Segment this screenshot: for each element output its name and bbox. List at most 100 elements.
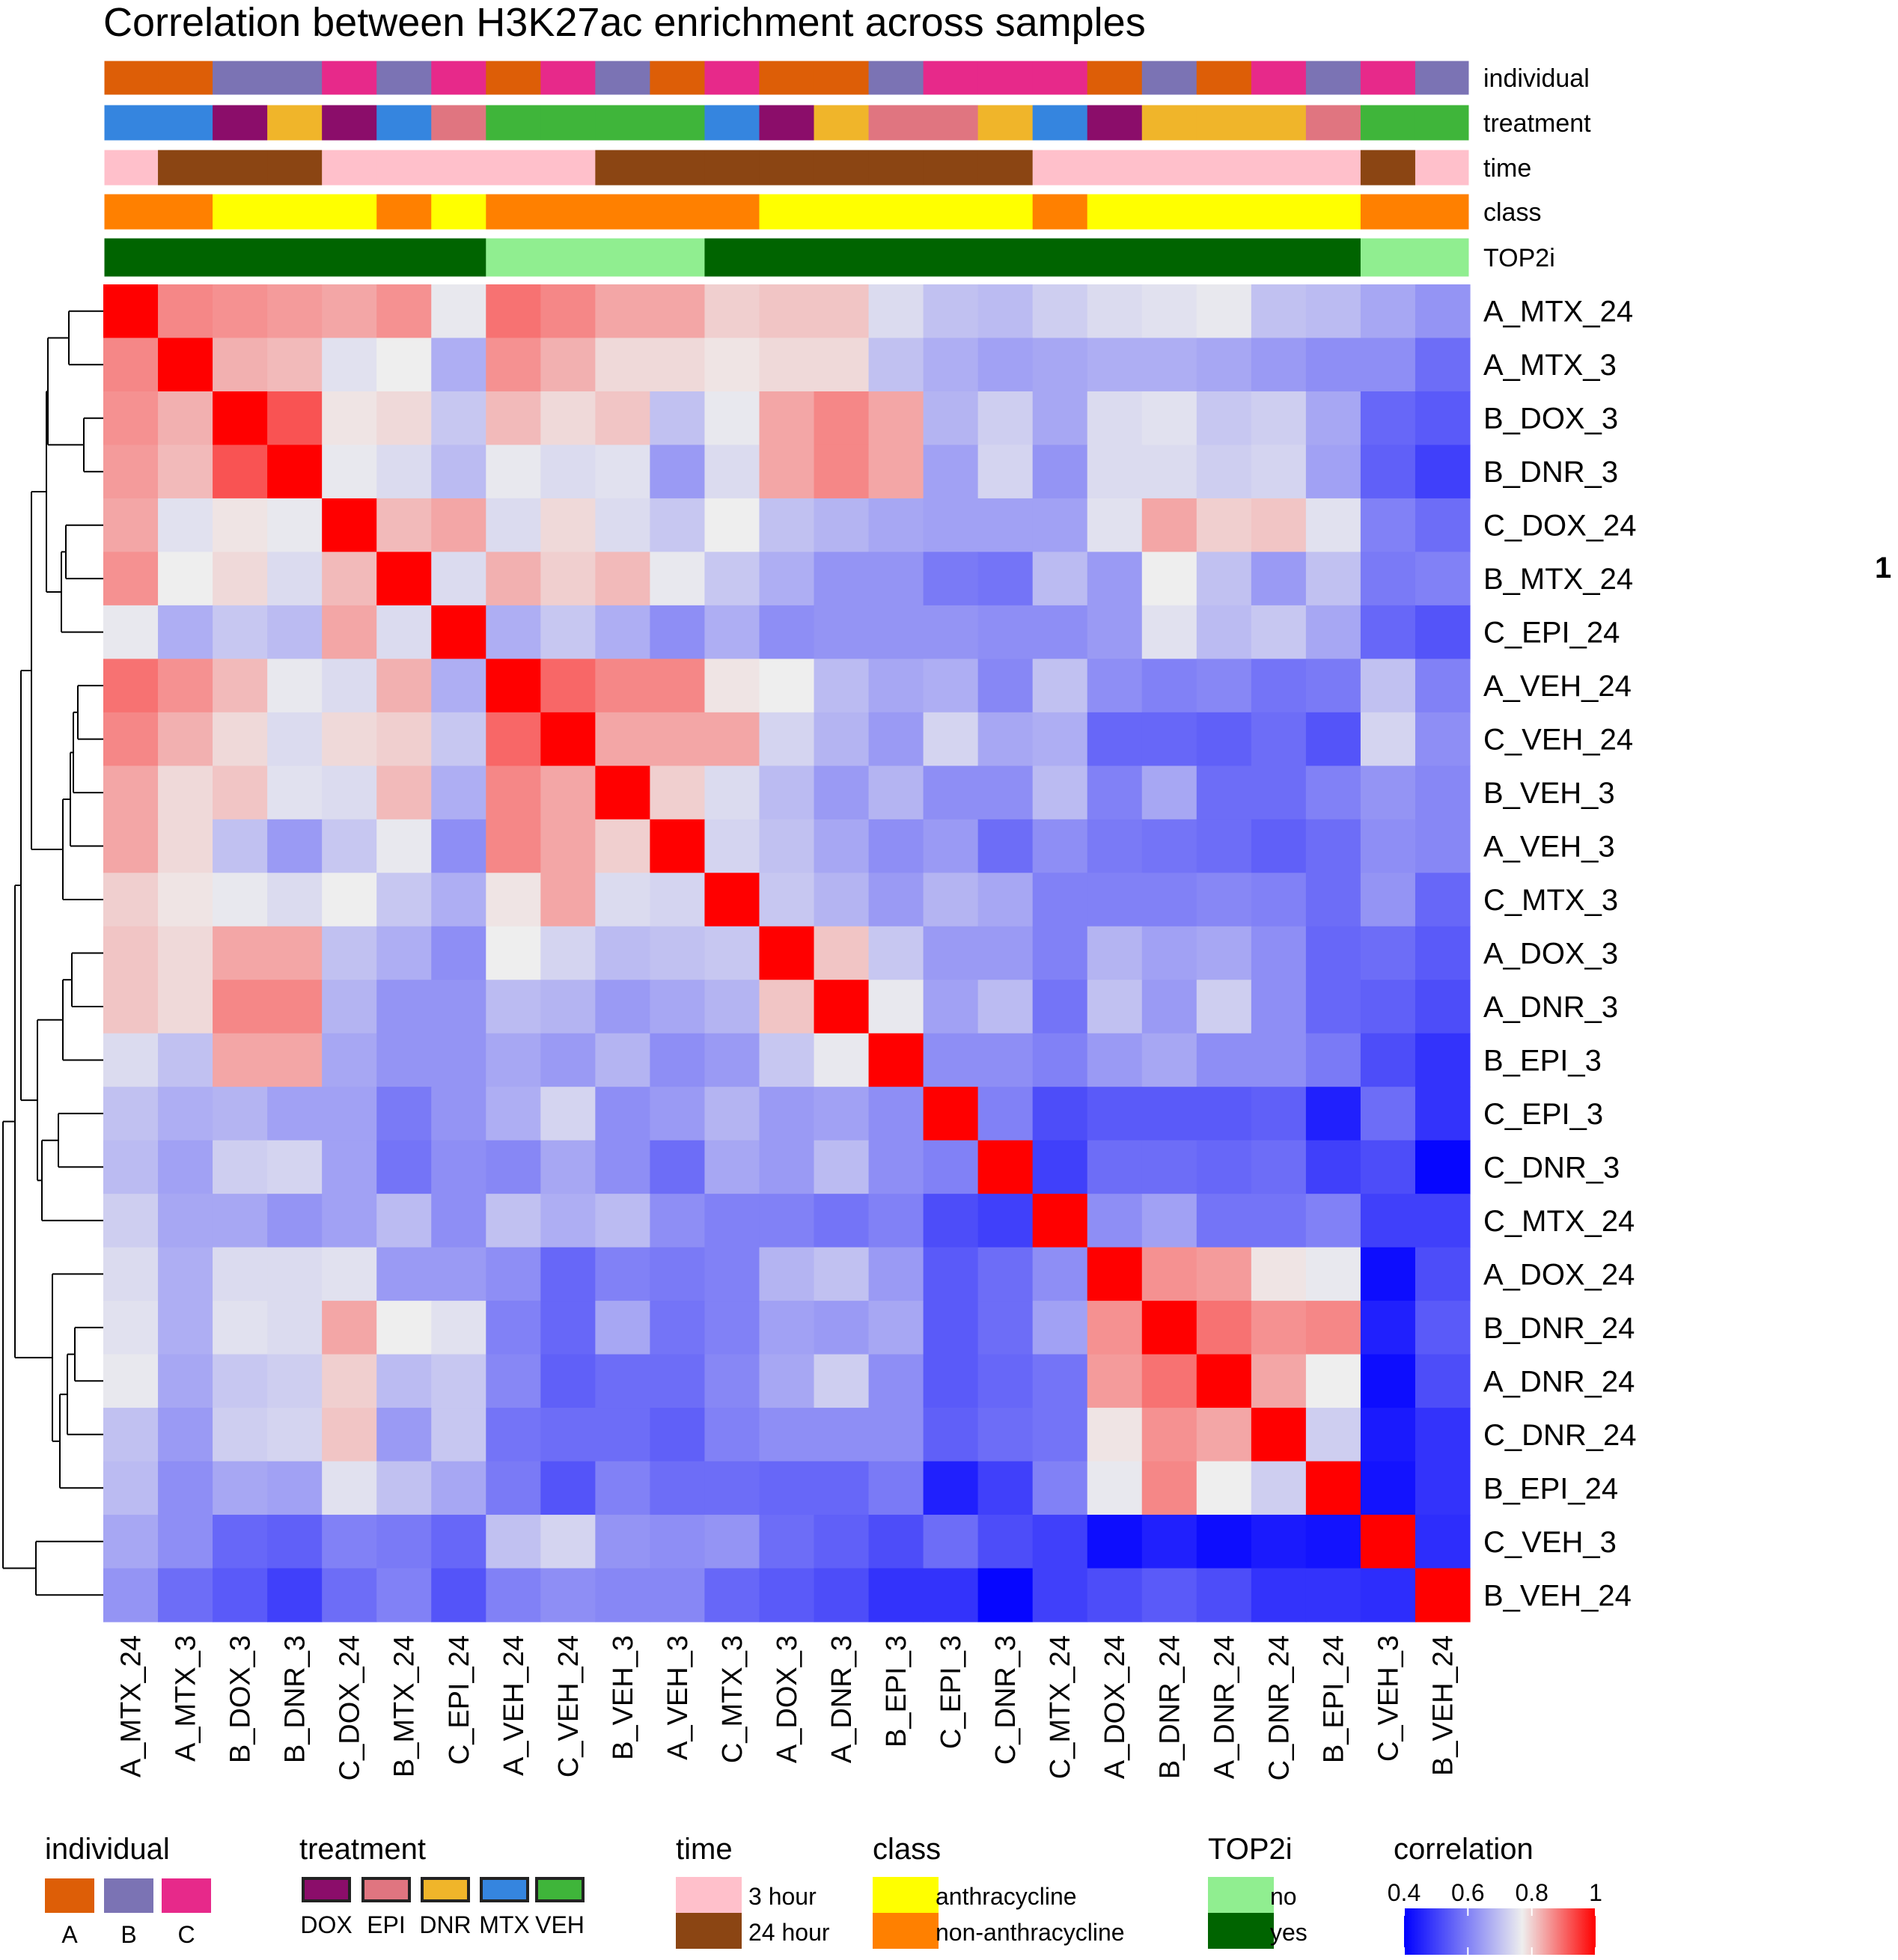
annotation-cell <box>759 60 815 96</box>
heatmap-cell <box>322 391 377 446</box>
heatmap-cell <box>376 712 432 766</box>
heatmap-cell <box>814 766 870 820</box>
legend-swatch <box>1208 1877 1274 1913</box>
annotation-cell <box>322 237 377 278</box>
heatmap-cell <box>213 391 268 446</box>
annotation-cell <box>1032 149 1088 186</box>
column-label: A_DOX_3 <box>772 1635 803 1763</box>
heatmap-cell <box>868 391 924 446</box>
heatmap-cell <box>103 1301 159 1355</box>
heatmap-cell <box>595 766 650 820</box>
heatmap-cell <box>1141 605 1197 659</box>
heatmap-cells <box>103 284 1471 1622</box>
annotation-cell <box>868 104 924 141</box>
annotation-cell <box>103 104 159 141</box>
annotation-cell <box>1305 104 1361 141</box>
annotation-bar-top2i <box>102 236 1471 279</box>
annotation-cell <box>267 193 323 231</box>
heatmap-cell <box>868 926 924 980</box>
heatmap-cell <box>158 819 213 873</box>
heatmap-cell <box>158 873 213 927</box>
heatmap-cell <box>103 712 159 766</box>
heatmap-cell <box>1032 1461 1088 1515</box>
heatmap-cell <box>376 659 432 713</box>
heatmap-cell <box>1305 1515 1361 1569</box>
heatmap-cell <box>977 659 1034 713</box>
heatmap-cell <box>923 712 979 766</box>
heatmap-cell <box>1141 712 1197 766</box>
heatmap-cell <box>267 605 323 659</box>
heatmap-cell <box>977 873 1034 927</box>
heatmap-cell <box>1087 1194 1143 1248</box>
heatmap-cell <box>759 1461 815 1515</box>
heatmap-cell <box>704 445 760 499</box>
heatmap-cell <box>650 1461 706 1515</box>
heatmap-cell <box>431 1247 486 1301</box>
heatmap-cell <box>267 1461 323 1515</box>
heatmap-cell <box>704 498 760 552</box>
row-label: B_MTX_24 <box>1483 563 1633 596</box>
heatmap-cell <box>431 980 486 1034</box>
heatmap-cell <box>923 873 979 927</box>
heatmap-cell <box>1196 498 1252 552</box>
heatmap-cell <box>1196 284 1252 339</box>
annotation-cell <box>1305 237 1361 278</box>
heatmap-cell <box>540 926 596 980</box>
annotation-cell <box>213 149 268 186</box>
heatmap-cell <box>1305 1194 1361 1248</box>
heatmap-cell <box>1305 712 1361 766</box>
annotation-cell <box>923 104 979 141</box>
heatmap-cell <box>1251 819 1307 873</box>
heatmap-cell <box>1032 659 1088 713</box>
heatmap-cell <box>103 1140 159 1194</box>
annotation-cell <box>868 149 924 186</box>
annotation-cell <box>977 60 1034 96</box>
heatmap-cell <box>704 1354 760 1408</box>
heatmap-cell <box>1305 659 1361 713</box>
heatmap-cell <box>868 338 924 392</box>
legend-title: individual <box>45 1833 170 1866</box>
heatmap-cell <box>595 1247 650 1301</box>
annotation-cell <box>923 60 979 96</box>
heatmap-cell <box>868 1568 924 1622</box>
heatmap-cell <box>540 1247 596 1301</box>
heatmap-cell <box>704 605 760 659</box>
heatmap-cell <box>814 391 870 446</box>
heatmap-cell <box>759 873 815 927</box>
heatmap-cell <box>1032 1247 1088 1301</box>
row-label: A_DOX_24 <box>1483 1258 1635 1291</box>
annotation-cell <box>158 104 213 141</box>
heatmap-cell <box>977 445 1034 499</box>
legend-top2i: no yes <box>1208 1877 1307 1949</box>
heatmap-cell <box>1360 1354 1416 1408</box>
annotation-cell <box>814 60 870 96</box>
heatmap-cell <box>759 1087 815 1141</box>
heatmap-cell <box>103 445 159 499</box>
heatmap-cell <box>704 1087 760 1141</box>
legend-label: A <box>61 1921 78 1948</box>
heatmap-cell <box>868 1515 924 1569</box>
heatmap-cell <box>650 819 706 873</box>
heatmap-cell <box>540 284 596 339</box>
heatmap-cell <box>650 338 706 392</box>
column-label: B_MTX_24 <box>389 1635 421 1777</box>
annotation-cell <box>376 193 432 231</box>
heatmap-cell <box>704 284 760 339</box>
heatmap-cell <box>977 980 1034 1034</box>
color-scale-tick-label: 1 <box>1589 1879 1602 1906</box>
heatmap-cell <box>431 1140 486 1194</box>
heatmap-cell <box>103 338 159 392</box>
heatmap-cell <box>1087 1515 1143 1569</box>
heatmap-cell <box>486 1301 541 1355</box>
heatmap-cell <box>650 498 706 552</box>
heatmap-cell <box>977 605 1034 659</box>
row-label: C_EPI_3 <box>1483 1098 1603 1131</box>
heatmap-cell <box>540 552 596 606</box>
heatmap-cell <box>650 605 706 659</box>
heatmap-cell <box>923 766 979 820</box>
heatmap-cell <box>704 338 760 392</box>
heatmap-cell <box>1415 445 1471 499</box>
annotation-cell <box>213 104 268 141</box>
heatmap-cell <box>977 1194 1034 1248</box>
